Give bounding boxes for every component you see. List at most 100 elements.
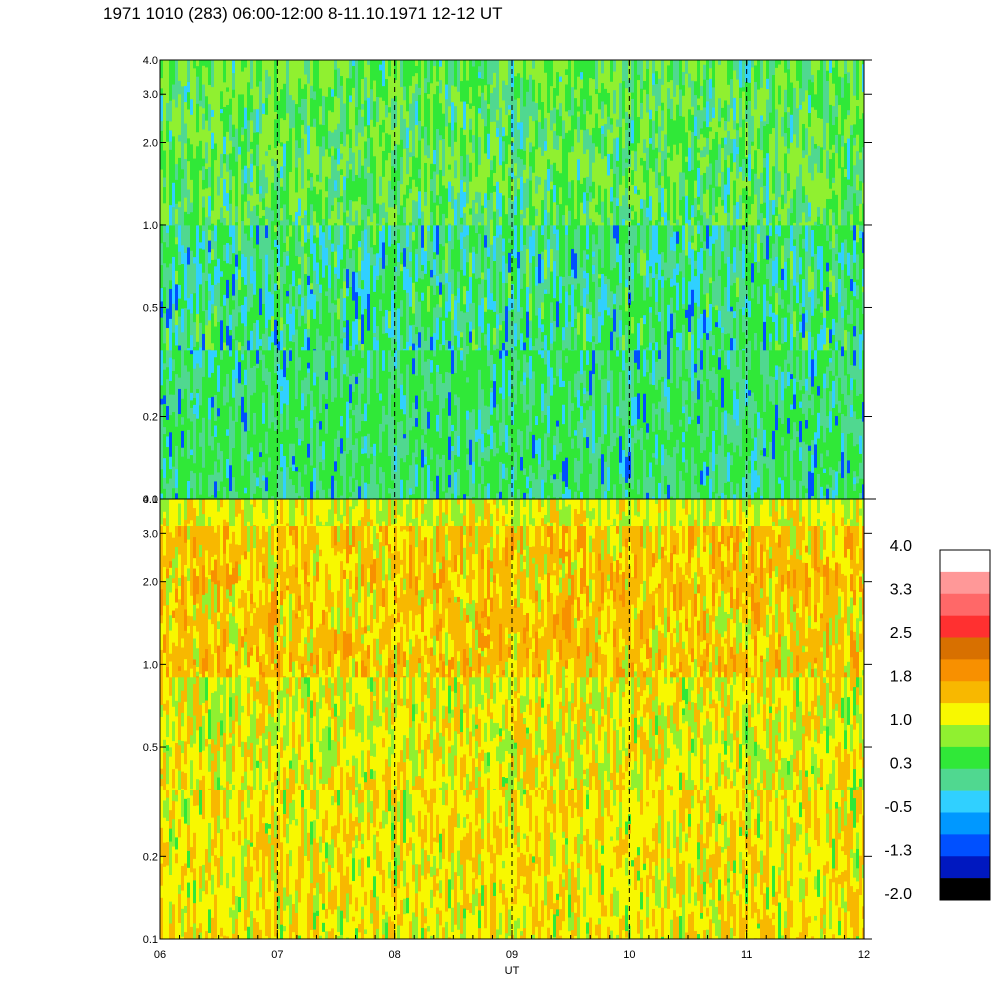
heatmap-cell [304, 361, 308, 373]
heatmap-cell [835, 229, 839, 235]
heatmap-cell [286, 251, 290, 257]
heatmap-cell [376, 275, 380, 281]
heatmap-cell [259, 339, 263, 347]
heatmap-cell [646, 250, 650, 261]
heatmap-cell [691, 274, 695, 291]
heatmap-cell [799, 274, 803, 304]
heatmap-cell [166, 183, 170, 209]
heatmap-cell [379, 70, 383, 81]
heatmap-cell [295, 224, 299, 249]
heatmap-cell [790, 374, 794, 380]
heatmap-cell [775, 314, 779, 342]
heatmap-cell [631, 489, 635, 499]
heatmap-cell [736, 252, 740, 278]
heatmap-cell [205, 255, 209, 282]
heatmap-cell [718, 349, 722, 358]
heatmap-cell [370, 337, 374, 351]
heatmap-cell [712, 335, 716, 351]
heatmap-cell [478, 409, 482, 427]
heatmap-cell [646, 308, 650, 336]
heatmap-cell [385, 468, 389, 474]
heatmap-cell [727, 333, 731, 344]
heatmap-cell [358, 177, 362, 198]
heatmap-cell [226, 131, 230, 155]
heatmap-cell [307, 154, 311, 170]
heatmap-cell [826, 427, 830, 451]
heatmap-cell [187, 458, 191, 464]
heatmap-cell [616, 318, 620, 338]
heatmap-cell [388, 404, 392, 424]
heatmap-cell [691, 475, 695, 499]
heatmap-cell [808, 266, 812, 293]
heatmap-cell [487, 434, 491, 447]
heatmap-cell [643, 484, 647, 499]
heatmap-cell [712, 431, 716, 454]
heatmap-cell [241, 94, 245, 112]
heatmap-cell [850, 417, 854, 434]
heatmap-cell [799, 442, 803, 448]
heatmap-cell [427, 158, 431, 185]
heatmap-cell [193, 349, 197, 370]
heatmap-cell [232, 295, 236, 301]
heatmap-cell [415, 141, 419, 159]
heatmap-cell [400, 373, 404, 386]
heatmap-cell [787, 371, 791, 387]
heatmap-cell [340, 159, 344, 170]
heatmap-cell [838, 377, 842, 402]
heatmap-cell [517, 268, 521, 274]
heatmap-cell [319, 462, 323, 482]
heatmap-cell [616, 416, 620, 438]
heatmap-cell [394, 126, 398, 145]
heatmap-cell [586, 259, 590, 274]
heatmap-cell [799, 314, 803, 323]
heatmap-cell [520, 422, 524, 432]
heatmap-cell [685, 431, 689, 461]
heatmap-cell [571, 326, 575, 341]
heatmap-cell [280, 431, 284, 445]
heatmap-cell [298, 388, 302, 409]
heatmap-cell [439, 467, 443, 476]
heatmap-cell [349, 492, 353, 498]
heatmap-cell [637, 296, 641, 324]
heatmap-cell [262, 380, 266, 388]
heatmap-cell [784, 423, 788, 428]
heatmap-cell [364, 482, 368, 499]
heatmap-cell [307, 381, 311, 395]
heatmap-cell [355, 174, 359, 202]
heatmap-cell [715, 406, 719, 431]
heatmap-cell [781, 463, 785, 471]
heatmap-cell [436, 475, 440, 499]
heatmap-cell [709, 303, 713, 332]
heatmap-cell [358, 319, 362, 341]
heatmap-cell [364, 286, 368, 310]
heatmap-cell [265, 177, 269, 194]
heatmap-cell [241, 346, 245, 351]
heatmap-cell [355, 224, 359, 241]
heatmap-cell [505, 224, 509, 243]
heatmap-cell [760, 388, 764, 419]
heatmap-cell [358, 477, 362, 487]
heatmap-cell [499, 387, 503, 394]
heatmap-cell [265, 60, 269, 71]
heatmap-cell [298, 107, 302, 114]
heatmap-cell [205, 349, 209, 364]
heatmap-cell [379, 320, 383, 333]
heatmap-cell [490, 355, 494, 381]
heatmap-cell [169, 432, 173, 458]
heatmap-cell [511, 495, 515, 499]
heatmap-cell [346, 296, 350, 316]
heatmap-cell [457, 271, 461, 289]
heatmap-cell [682, 337, 686, 351]
heatmap-cell [292, 334, 296, 343]
heatmap-cell [814, 444, 818, 469]
heatmap-cell [784, 238, 788, 263]
heatmap-cell [364, 391, 368, 397]
heatmap-cell [529, 378, 533, 409]
heatmap-cell [277, 60, 281, 79]
heatmap-cell [238, 383, 242, 407]
heatmap-cell [226, 60, 230, 88]
heatmap-cell [373, 156, 377, 180]
heatmap-cell [199, 421, 203, 434]
heatmap-cell [571, 269, 575, 278]
heatmap-cell [616, 341, 620, 351]
